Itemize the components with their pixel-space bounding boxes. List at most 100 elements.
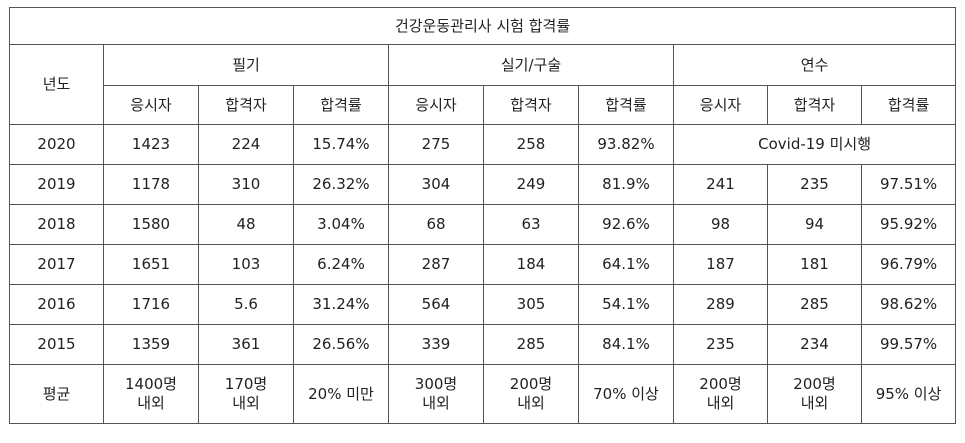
- table-cell: 1580: [103, 204, 199, 245]
- table-cell: 1651: [103, 244, 199, 285]
- year-cell: 2020: [9, 124, 104, 165]
- table-cell: 187: [673, 244, 768, 285]
- table-title: 건강운동관리사 시험 합격률: [8, 7, 957, 45]
- table-cell: 339: [388, 324, 484, 365]
- table-cell: 184: [483, 244, 579, 285]
- table-cell: 97.51%: [860, 164, 957, 205]
- average-qualifier: 내외: [422, 394, 450, 412]
- table-cell: 31.24%: [293, 284, 389, 325]
- average-value: 70% 이상: [593, 384, 659, 403]
- average-qualifier: 내외: [232, 394, 260, 412]
- year-cell: 2019: [9, 164, 104, 205]
- average-value: 1400명: [125, 375, 177, 393]
- table-cell: 305: [483, 284, 579, 325]
- group-header-practical: 실기/구술: [388, 44, 674, 86]
- table-cell: 94: [767, 204, 862, 245]
- table-cell: 564: [388, 284, 484, 325]
- average-value: 300명: [414, 375, 458, 393]
- table-cell: 1423: [103, 124, 199, 165]
- average-cell: 200명 내외: [483, 364, 579, 424]
- table-row: 2018 1580 48 3.04% 68 63 92.6% 98 94 95.…: [9, 204, 957, 245]
- table-cell: 84.1%: [578, 324, 674, 365]
- table-row: 2017 1651 103 6.24% 287 184 64.1% 187 18…: [9, 244, 957, 285]
- average-cell: 200명 내외: [673, 364, 768, 424]
- year-cell: 2018: [9, 204, 104, 245]
- sub-header-pass-rate: 합격률: [293, 85, 389, 125]
- average-cell: 70% 이상: [578, 364, 674, 424]
- table-cell: 92.6%: [578, 204, 674, 245]
- average-cell: 300명 내외: [388, 364, 484, 424]
- year-column-header: 년도: [9, 44, 104, 125]
- table-row: 2016 1716 5.6 31.24% 564 305 54.1% 289 2…: [9, 284, 957, 325]
- covid-note-cell: Covid-19 미시행: [672, 124, 957, 165]
- table-cell: 249: [483, 164, 579, 205]
- average-qualifier: 내외: [137, 394, 165, 412]
- average-value: 170명: [224, 375, 268, 393]
- average-cell: 1400명 내외: [103, 364, 199, 424]
- group-header-training: 연수: [672, 44, 957, 86]
- sub-header-applicants: 응시자: [388, 85, 484, 125]
- average-cell: 95% 이상: [860, 364, 957, 424]
- table-cell: 64.1%: [578, 244, 674, 285]
- table-cell: 3.04%: [293, 204, 389, 245]
- table-cell: 68: [388, 204, 484, 245]
- year-cell: 2015: [9, 324, 104, 365]
- table-row: 2020 1423 224 15.74% 275 258 93.82% Covi…: [9, 124, 957, 165]
- table-cell: 285: [483, 324, 579, 365]
- average-qualifier: 내외: [800, 394, 829, 412]
- table-cell: 95.92%: [860, 204, 957, 245]
- average-cell: 170명 내외: [198, 364, 294, 424]
- sub-header-pass-rate: 합격률: [578, 85, 674, 125]
- average-row: 평균 1400명 내외 170명 내외 20% 미만 300명 내외 200명 내외 7…: [9, 364, 957, 424]
- table-cell: 304: [388, 164, 484, 205]
- table-cell: 98: [673, 204, 768, 245]
- table-cell: 258: [483, 124, 579, 165]
- title-row: 건강운동관리사 시험 합격률: [8, 7, 957, 45]
- table-cell: 103: [198, 244, 294, 285]
- table-row: 2015 1359 361 26.56% 339 285 84.1% 235 2…: [9, 324, 957, 365]
- table-cell: 81.9%: [578, 164, 674, 205]
- sub-header-applicants: 응시자: [673, 85, 768, 125]
- table-cell: 361: [198, 324, 294, 365]
- table-cell: 54.1%: [578, 284, 674, 325]
- sub-header-passers: 합격자: [198, 85, 294, 125]
- pass-rate-table: 건강운동관리사 시험 합격률 년도 필기 실기/구술 연수 응시자 합격자 합격…: [8, 7, 957, 424]
- average-qualifier: 내외: [706, 394, 735, 412]
- table-cell: 1359: [103, 324, 199, 365]
- average-qualifier: 내외: [517, 394, 545, 412]
- group-header-row: 년도 필기 실기/구술 연수: [9, 44, 957, 125]
- sub-header-passers: 합격자: [483, 85, 579, 125]
- table-cell: 275: [388, 124, 484, 165]
- sub-header-applicants: 응시자: [103, 85, 199, 125]
- table-cell: 287: [388, 244, 484, 285]
- table-cell: 15.74%: [293, 124, 389, 165]
- table-cell: 310: [198, 164, 294, 205]
- table-cell: 26.32%: [293, 164, 389, 205]
- table-cell: 289: [673, 284, 768, 325]
- table-cell: 98.62%: [860, 284, 957, 325]
- group-header-written: 필기: [103, 44, 389, 86]
- table-cell: 96.79%: [860, 244, 957, 285]
- average-value: 200명: [699, 375, 742, 393]
- table-cell: 235: [767, 164, 862, 205]
- table-row: 2019 1178 310 26.32% 304 249 81.9% 241 2…: [9, 164, 957, 205]
- table-wrapper: 건강운동관리사 시험 합격률 년도 필기 실기/구술 연수 응시자 합격자 합격…: [8, 7, 957, 424]
- table-cell: 285: [767, 284, 862, 325]
- table-cell: 63: [483, 204, 579, 245]
- table-cell: 6.24%: [293, 244, 389, 285]
- average-value: 20% 미만: [308, 384, 374, 403]
- year-cell: 2017: [9, 244, 104, 285]
- table-cell: 1178: [103, 164, 199, 205]
- average-cell: 200명 내외: [767, 364, 862, 424]
- average-label: 평균: [9, 364, 104, 424]
- sub-header-row: 응시자 합격자 합격률 응시자 합격자 합격률 응시자 합격자 합격률: [10, 85, 957, 125]
- average-cell: 20% 미만: [293, 364, 389, 424]
- average-value: 95% 이상: [875, 384, 942, 403]
- table-cell: 93.82%: [578, 124, 674, 165]
- sub-header-pass-rate: 합격률: [860, 85, 957, 125]
- average-value: 200명: [793, 375, 836, 393]
- table-cell: 181: [767, 244, 862, 285]
- table-cell: 5.6: [198, 284, 294, 325]
- table-cell: 26.56%: [293, 324, 389, 365]
- table-cell: 1716: [103, 284, 199, 325]
